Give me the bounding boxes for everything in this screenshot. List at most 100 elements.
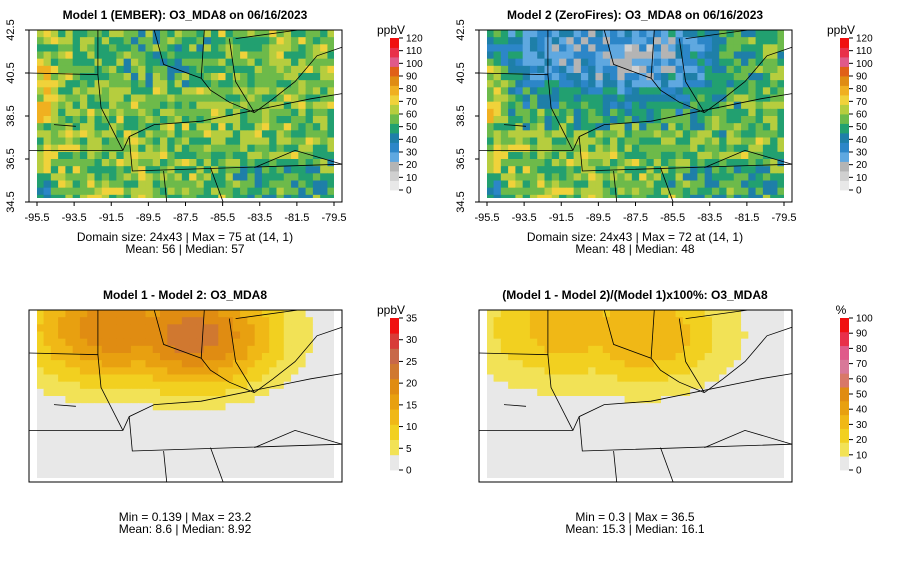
colorbar-swatch	[840, 76, 849, 86]
grid-cell	[101, 87, 110, 95]
colorbar-swatch	[840, 400, 849, 416]
grid-cell	[762, 374, 771, 383]
grid-cell	[529, 80, 538, 88]
grid-cell	[573, 94, 582, 103]
grid-cell	[50, 123, 59, 131]
stats-line-1: Min = 0.3 | Max = 36.5	[575, 510, 695, 524]
grid-cell	[232, 37, 241, 45]
grid-cell	[770, 381, 778, 390]
grid-cell	[36, 51, 45, 60]
grid-cell	[624, 159, 633, 167]
grid-cell	[261, 467, 270, 476]
grid-cell	[254, 317, 263, 325]
grid-cell	[544, 396, 553, 404]
grid-cell	[741, 424, 749, 433]
grid-cell	[167, 360, 176, 368]
grid-cell	[138, 187, 146, 196]
grid-cell	[305, 439, 314, 447]
grid-cell	[660, 467, 669, 476]
grid-cell	[617, 101, 626, 110]
grid-cell	[711, 331, 720, 340]
grid-cell	[72, 431, 81, 440]
grid-cell	[130, 338, 139, 347]
grid-cell	[181, 44, 190, 52]
grid-cell	[653, 381, 662, 390]
grid-cell	[109, 37, 117, 45]
grid-cell	[777, 417, 786, 426]
grid-cell	[218, 187, 227, 196]
grid-cell	[660, 381, 669, 390]
grid-cell	[711, 396, 720, 404]
grid-cell	[777, 467, 786, 476]
grid-cell	[580, 108, 589, 117]
grid-cell	[232, 58, 241, 67]
grid-cell	[770, 159, 778, 167]
grid-cell	[741, 37, 749, 45]
grid-cell	[65, 424, 74, 433]
grid-cell	[247, 396, 256, 404]
grid-cell	[493, 331, 502, 340]
grid-cell	[116, 137, 125, 146]
grid-cell	[167, 58, 176, 67]
grid-cell	[668, 166, 677, 174]
grid-cell	[240, 166, 248, 174]
grid-cell	[544, 187, 553, 196]
grid-cell	[291, 410, 299, 418]
grid-cell	[269, 166, 277, 174]
grid-cell	[770, 137, 778, 146]
grid-cell	[181, 166, 190, 174]
grid-cell	[160, 144, 168, 153]
grid-cell	[762, 130, 771, 138]
grid-cell	[617, 187, 626, 196]
grid-cell	[711, 388, 720, 397]
grid-cell	[72, 44, 81, 52]
grid-cell	[58, 144, 66, 153]
state-boundary	[254, 149, 343, 168]
grid-cell	[109, 439, 117, 447]
grid-cell	[544, 403, 553, 411]
grid-cell	[639, 453, 647, 461]
grid-cell	[682, 180, 691, 189]
grid-cell	[130, 94, 139, 103]
grid-cell	[327, 388, 336, 397]
grid-cell	[529, 388, 538, 397]
grid-cell	[276, 173, 285, 181]
grid-cell	[777, 159, 786, 167]
grid-cell	[94, 310, 103, 318]
grid-cell	[116, 101, 125, 110]
grid-cell	[261, 37, 270, 45]
grid-cell	[770, 403, 778, 411]
grid-cell	[283, 130, 292, 138]
grid-cell	[72, 101, 81, 110]
grid-cell	[697, 345, 706, 354]
grid-cell	[123, 108, 132, 117]
grid-cell	[748, 324, 757, 332]
grid-cell	[646, 460, 655, 469]
grid-cell	[181, 187, 190, 196]
grid-cell	[269, 123, 277, 131]
grid-cell	[566, 453, 575, 461]
grid-cell	[668, 51, 677, 60]
state-boundary	[678, 318, 705, 393]
grid-cell	[755, 403, 764, 411]
grid-cell	[174, 338, 183, 347]
grid-cell	[580, 180, 589, 189]
x-tick-label: -89.5	[136, 212, 161, 224]
grid-cell	[646, 453, 655, 461]
grid-cell	[261, 51, 270, 60]
grid-cell	[588, 173, 596, 181]
grid-cell	[36, 424, 45, 433]
grid-cell	[196, 439, 205, 447]
grid-cell	[152, 324, 161, 332]
grid-cell	[203, 173, 212, 181]
grid-cell	[189, 310, 197, 318]
grid-cell	[682, 144, 691, 153]
grid-cell	[573, 166, 582, 174]
grid-cell	[668, 439, 677, 447]
grid-cell	[610, 151, 618, 160]
grid-cell	[225, 151, 234, 160]
grid-cell	[631, 439, 640, 447]
grid-cell	[50, 108, 59, 117]
grid-cell	[254, 353, 263, 361]
